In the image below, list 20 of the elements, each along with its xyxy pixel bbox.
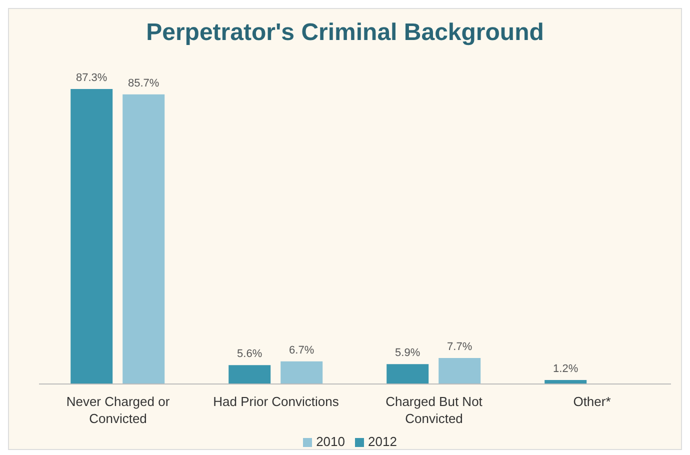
legend-label: 2010 (316, 434, 345, 449)
x-tick-label: Never Charged or Convicted (66, 394, 170, 426)
x-tick-label: Other* (573, 394, 611, 409)
data-label: 5.9% (395, 347, 420, 360)
bar (70, 89, 113, 384)
chart-title: Perpetrator's Criminal Background (145, 18, 545, 48)
data-label: 87.3% (76, 72, 108, 84)
data-label: 7.7% (447, 340, 472, 353)
bar (438, 358, 481, 384)
bar (228, 365, 271, 384)
legend-label: 2012 (368, 434, 397, 449)
data-label: 1.2% (553, 362, 578, 375)
data-label: 85.7% (128, 77, 160, 90)
data-label: 6.7% (289, 344, 314, 356)
bar (280, 361, 323, 384)
bar (386, 364, 429, 384)
data-label: 5.6% (237, 348, 262, 360)
x-tick-label: Had Prior Convictions (213, 394, 340, 409)
x-tick-label: Charged But Not Convicted (386, 394, 483, 426)
bar (122, 94, 165, 384)
